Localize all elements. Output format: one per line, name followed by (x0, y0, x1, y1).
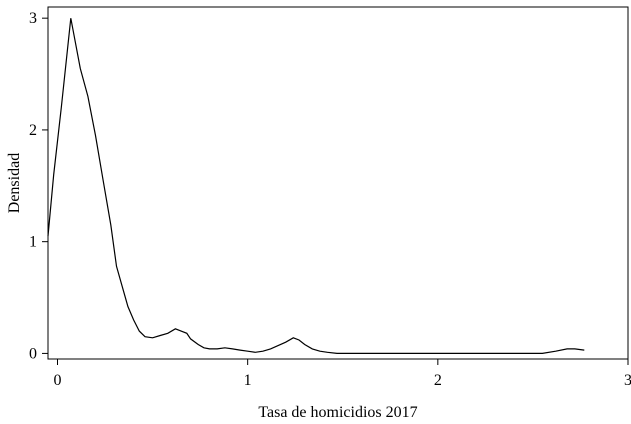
x-tick-label: 0 (54, 372, 62, 389)
x-tick-label: 1 (244, 372, 252, 389)
x-tick-label: 2 (434, 372, 442, 389)
y-tick-label: 0 (29, 345, 37, 362)
y-tick-label: 3 (29, 10, 37, 27)
y-tick-label: 2 (29, 122, 37, 139)
ticks: 0 1 2 3 0 1 2 3 (29, 10, 631, 389)
x-tick-label: 3 (624, 372, 631, 389)
plot-area (47, 18, 585, 354)
plot-frame (47, 6, 629, 360)
x-axis-title: Tasa de homicidios 2017 (258, 404, 417, 421)
axes (47, 6, 629, 360)
y-tick-label: 1 (29, 234, 37, 251)
density-line (47, 18, 585, 354)
y-axis-title: Densidad (6, 153, 23, 213)
